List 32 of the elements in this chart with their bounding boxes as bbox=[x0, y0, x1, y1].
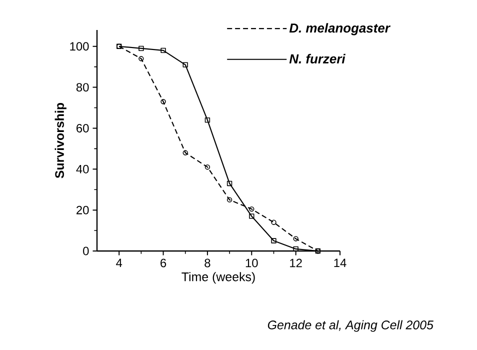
point bbox=[204, 164, 210, 170]
y-tick-label: 80 bbox=[76, 83, 89, 92]
point bbox=[138, 56, 144, 62]
legend-label: D. melanogaster bbox=[289, 23, 391, 36]
point bbox=[226, 197, 232, 202]
x-tick-label: 14 bbox=[334, 258, 346, 267]
x-axis-title: Time (weeks) bbox=[182, 272, 255, 284]
y-tick-label: 60 bbox=[76, 124, 89, 132]
point bbox=[182, 150, 188, 156]
point bbox=[160, 48, 166, 54]
y-axis-title: Survivorship bbox=[54, 102, 66, 178]
point bbox=[182, 62, 188, 68]
y-tick-label: 20 bbox=[76, 206, 89, 214]
point bbox=[204, 117, 210, 123]
x-tick-label: 10 bbox=[246, 258, 258, 268]
point bbox=[293, 236, 298, 242]
point bbox=[271, 220, 276, 225]
x-tick-label: 12 bbox=[290, 258, 302, 268]
point bbox=[226, 180, 232, 186]
legend-label: N. furzeri bbox=[289, 54, 346, 64]
point bbox=[138, 46, 144, 52]
y-tick-label: 0 bbox=[83, 246, 89, 256]
point bbox=[271, 238, 276, 244]
y-tick-label: 100 bbox=[70, 42, 89, 51]
point bbox=[160, 99, 166, 104]
text: Genade et al, Aging Cell 2005 bbox=[268, 320, 434, 332]
x-tick-label: 4 bbox=[116, 258, 122, 267]
x-tick-label: 6 bbox=[160, 258, 166, 268]
point bbox=[249, 206, 254, 212]
y-tick-label: 40 bbox=[76, 164, 89, 174]
point bbox=[249, 214, 254, 219]
x-tick-label: 8 bbox=[204, 258, 210, 268]
